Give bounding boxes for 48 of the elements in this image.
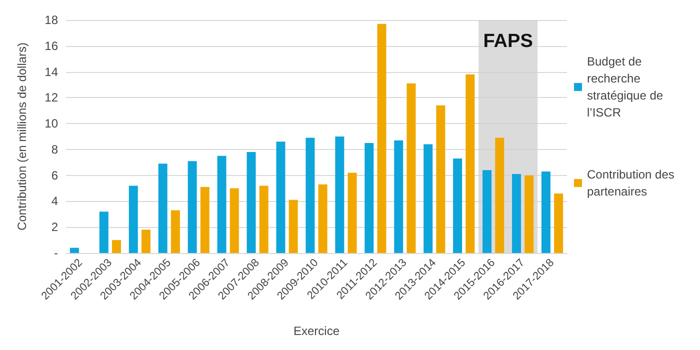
- y-tick-label: 4: [51, 194, 58, 208]
- y-axis-title: Contribution (en millions de dollars): [15, 42, 29, 231]
- y-tick-label: 8: [51, 142, 58, 156]
- bar: [541, 171, 550, 253]
- bar: [364, 142, 374, 253]
- bar: [424, 144, 433, 253]
- bar: [70, 248, 79, 253]
- y-tick-label: 6: [51, 168, 58, 182]
- bar: [554, 193, 564, 253]
- y-tick-label: 2: [51, 220, 58, 234]
- bar: [170, 210, 180, 253]
- bar: [288, 200, 298, 253]
- band-label: FAPS: [483, 31, 533, 52]
- bar: [230, 188, 239, 253]
- bar: [348, 172, 357, 253]
- bar: [200, 186, 210, 253]
- bar: [112, 240, 122, 253]
- bar: [217, 156, 226, 253]
- bar: [276, 142, 286, 253]
- bar: [158, 164, 168, 253]
- bar: [259, 186, 268, 253]
- bar: [335, 136, 344, 253]
- legend-label: Budget de recherche stratégique de l’ISCR: [587, 54, 666, 120]
- bar: [99, 212, 108, 253]
- x-axis-title: Exercice: [293, 324, 340, 338]
- y-tick-label: -: [54, 246, 58, 260]
- bar: [394, 140, 404, 253]
- y-tick-label: 18: [44, 13, 58, 27]
- bar: [524, 175, 534, 253]
- bar: [466, 74, 475, 253]
- bar: [246, 152, 256, 253]
- bar: [482, 170, 492, 253]
- bar: [318, 184, 328, 253]
- bar: [512, 174, 521, 253]
- bar: [128, 186, 138, 253]
- bar: [306, 138, 315, 253]
- bar: [377, 24, 386, 253]
- y-tick-label: 10: [44, 116, 58, 131]
- bar: [436, 105, 446, 253]
- bar: [453, 158, 462, 253]
- bar: [141, 230, 150, 253]
- bar: [495, 138, 504, 253]
- y-tick-label: 12: [44, 90, 58, 105]
- bar: [406, 83, 416, 253]
- bar: [188, 161, 197, 253]
- y-tick-label: 16: [44, 38, 58, 53]
- legend-label: Contribution des partenaires: [587, 168, 678, 198]
- y-tick-label: 14: [44, 64, 58, 79]
